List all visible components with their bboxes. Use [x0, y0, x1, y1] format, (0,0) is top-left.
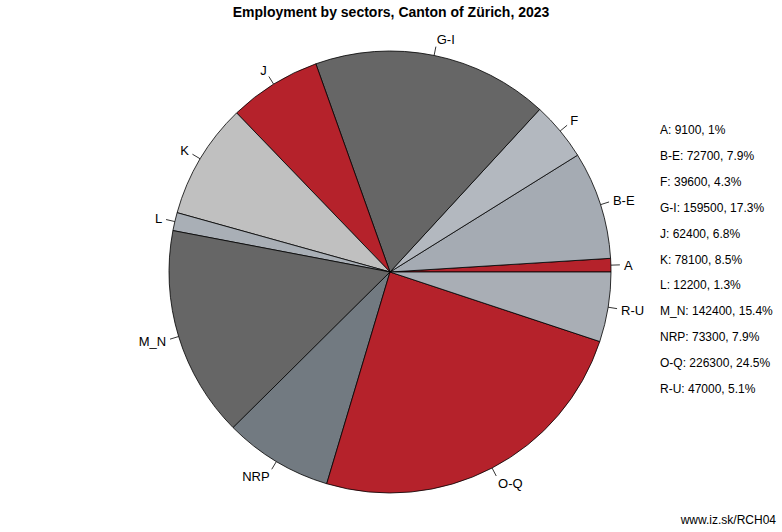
slice-label: B-E [613, 193, 635, 208]
label-tick [560, 125, 567, 131]
label-tick [272, 462, 277, 470]
label-tick [434, 47, 436, 56]
slice-label: F [570, 113, 578, 128]
label-tick [269, 76, 274, 84]
slice-label: A [624, 258, 633, 273]
legend-entry: F: 39600, 4.3% [660, 175, 742, 189]
legend-entry: B-E: 72700, 7.9% [660, 149, 754, 163]
legend-entry: A: 9100, 1% [660, 123, 726, 137]
slice-label: M_N [139, 334, 166, 349]
background [0, 0, 782, 532]
slice-label: G-I [437, 32, 455, 47]
label-tick [492, 468, 496, 476]
legend-entry: R-U: 47000, 5.1% [660, 382, 756, 396]
source: www.iz.sk/RCH04 [680, 513, 777, 527]
chart: Employment by sectors, Canton of Zürich,… [0, 0, 782, 532]
legend-entry: NRP: 73300, 7.9% [660, 330, 760, 344]
slice [390, 272, 611, 342]
slice-label: J [260, 63, 267, 78]
label-tick [611, 264, 620, 265]
slice-label: O-Q [498, 476, 523, 491]
legend: A: 9100, 1% B-E: 72700, 7.9% F: 39600, 4.3… [660, 123, 773, 396]
slice-label: K [180, 143, 189, 158]
slices [169, 51, 611, 493]
legend-entry: G-I: 159500, 17.3% [660, 201, 764, 215]
slice-labels: A B-E F G-I J K L M_N NRP O-Q R-U [139, 32, 644, 491]
label-tick [600, 202, 609, 205]
slice-label: R-U [621, 303, 644, 318]
label-tick [170, 337, 179, 340]
label-tick [608, 307, 617, 308]
label-tick [166, 220, 175, 222]
legend-entry: L: 12200, 1.3% [660, 278, 741, 292]
slice-label: NRP [242, 469, 269, 484]
slice-label: L [155, 211, 162, 226]
legend-entry: O-Q: 226300, 24.5% [660, 356, 770, 370]
title: Employment by sectors, Canton of Zürich,… [233, 4, 550, 20]
legend-entry: K: 78100, 8.5% [660, 253, 742, 267]
legend-entry: M_N: 142400, 15.4% [660, 304, 773, 318]
legend-entry: J: 62400, 6.8% [660, 227, 740, 241]
label-tick [192, 154, 200, 159]
